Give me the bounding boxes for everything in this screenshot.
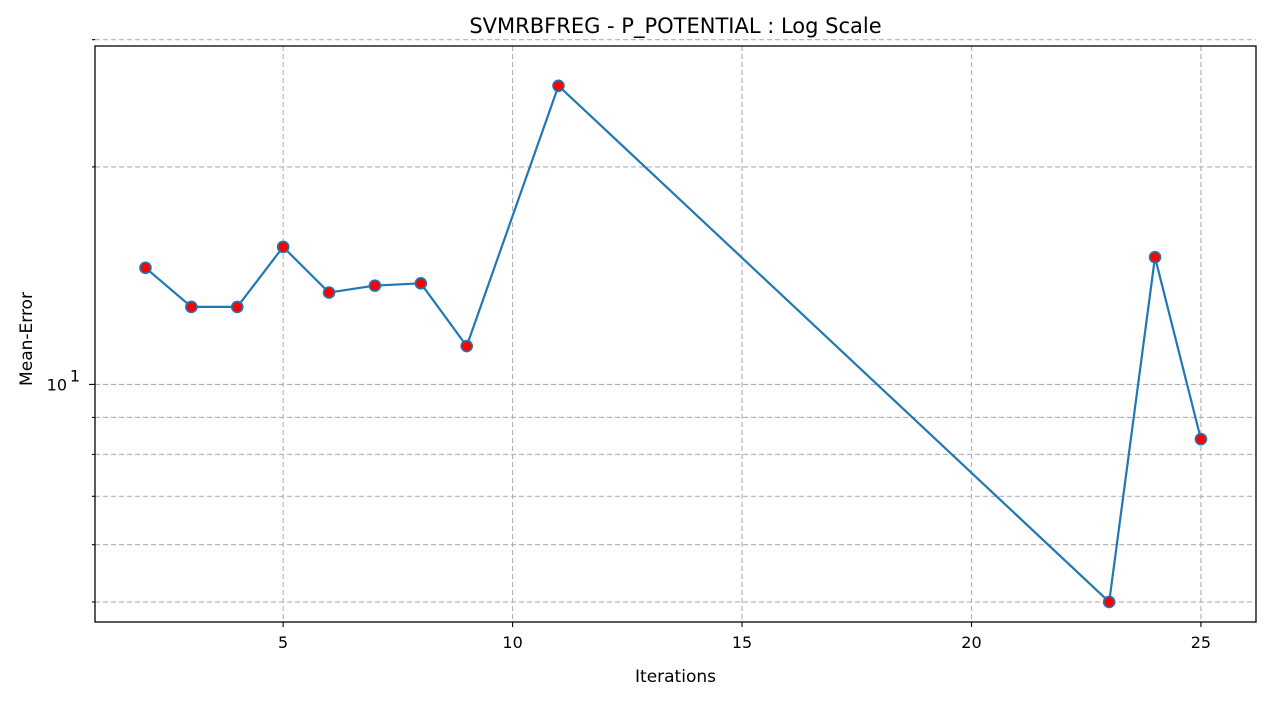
series-layer [139, 79, 1208, 609]
data-point [368, 279, 382, 292]
data-point [139, 261, 152, 275]
data-point [1148, 250, 1162, 264]
x-axis-label: Iterations [635, 667, 716, 687]
y-axis-label: Mean-Error [17, 292, 37, 386]
chart-title: SVMRBFREG - P_POTENTIAL : Log Scale [469, 14, 881, 39]
x-tick-label: 10 [502, 633, 522, 652]
data-point [1194, 432, 1208, 446]
data-point [185, 300, 198, 314]
x-tick-label: 15 [732, 633, 752, 652]
y-tick-label: 10 [47, 375, 67, 394]
data-point [1102, 595, 1116, 609]
data-point [552, 79, 565, 93]
data-point [276, 240, 290, 254]
x-tick-label: 20 [961, 633, 981, 652]
plot-frame [94, 45, 1257, 623]
data-point [414, 277, 428, 290]
y-tick-label-exponent: 1 [70, 366, 80, 385]
grid-lines [95, 39, 1256, 622]
x-tick-label: 25 [1191, 633, 1211, 652]
data-point [322, 286, 336, 299]
data-point [230, 300, 244, 314]
data-point [460, 339, 474, 353]
x-tick-label: 5 [278, 633, 288, 652]
series-line [144, 84, 1202, 604]
